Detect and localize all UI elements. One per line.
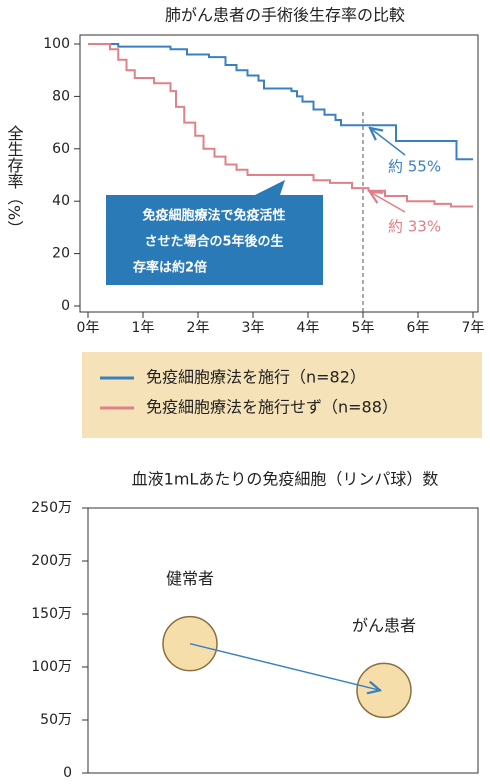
annotation: 約 55%	[388, 158, 441, 176]
callout-text: 存率は約2倍	[133, 260, 207, 276]
callout-box	[106, 180, 323, 285]
bubble-label: がん患者	[352, 616, 416, 635]
legend-box	[82, 352, 482, 438]
x-tick-label: 1年	[132, 320, 155, 336]
y-tick-label: 80	[52, 88, 70, 104]
y-tick-label: 60	[52, 141, 70, 157]
bubble-label: 健常者	[166, 569, 214, 588]
x-tick-label: 4年	[297, 320, 320, 336]
y-tick-label: 200万	[31, 553, 72, 569]
x-tick-label: 2年	[187, 320, 210, 336]
callout-text: させた場合の5年後の生	[144, 234, 283, 250]
plot-frame	[79, 34, 479, 313]
annotation: 約 33%	[388, 218, 441, 236]
y-axis-label: 全生存率（%）	[5, 125, 24, 236]
chart-title: 血液1mLあたりの免疫細胞（リンパ球）数	[132, 470, 439, 489]
change-arrow	[189, 642, 380, 691]
x-tick-label: 7年	[462, 320, 485, 336]
plot-frame	[87, 507, 479, 774]
legend-label: 免疫細胞療法を施行せず（n=88）	[146, 398, 398, 417]
x-tick-label: 5年	[352, 320, 375, 336]
bubble	[356, 662, 412, 719]
y-tick-label: 250万	[31, 500, 72, 516]
x-tick-label: 0年	[77, 320, 100, 336]
y-tick-label: 100万	[31, 659, 72, 675]
y-tick-label: 0	[61, 298, 70, 314]
annotation-arrow	[370, 192, 406, 213]
survival-line	[88, 43, 473, 161]
y-tick-label: 100	[43, 36, 70, 52]
annotation-arrow	[370, 128, 406, 156]
chart-title: 肺がん患者の手術後生存率の比較	[165, 6, 405, 25]
x-tick-label: 3年	[242, 320, 265, 336]
x-tick-label: 6年	[407, 320, 430, 336]
y-tick-label: 40	[52, 193, 70, 209]
y-tick-label: 150万	[31, 606, 72, 622]
y-tick-label: 0	[63, 765, 72, 781]
legend-label: 免疫細胞療法を施行（n=82）	[146, 368, 366, 387]
callout-text: 免疫細胞療法で免疫活性	[142, 208, 285, 224]
y-tick-label: 20	[52, 246, 70, 262]
survival-line	[88, 43, 473, 208]
y-tick-label: 50万	[40, 712, 72, 728]
